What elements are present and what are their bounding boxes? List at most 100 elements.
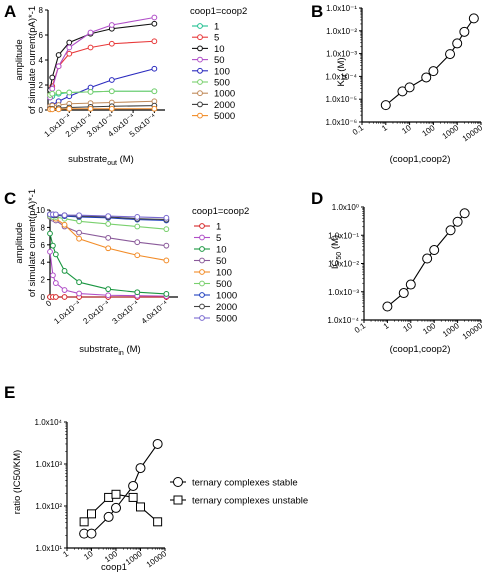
x-tick-label: 1.0x10⁻⁴ (52, 298, 82, 326)
panel-e: E ratio (IC50/KM) coop1 1.0x10¹ 1.0x10² 1.… (4, 383, 308, 573)
data-point (151, 88, 158, 95)
data-point (134, 223, 141, 230)
data-point (55, 63, 62, 70)
panel-c-ylabel-line2: of simulate current(pA)*-1 (27, 189, 38, 297)
panel-a-letter: A (4, 2, 16, 21)
series-5000 (47, 105, 158, 113)
x-tick-label: 10 (82, 549, 95, 562)
x-tick-label: 0 (44, 298, 54, 308)
data-point (404, 82, 415, 93)
panel-b-plot: 1.0x10⁻⁶ 1.0x10⁻⁵ 1.0x10⁻⁴ 1.0x10⁻³ 1.0x10⁻²… (325, 4, 484, 143)
legend-marker (173, 495, 183, 505)
x-tick-label: 100 (421, 321, 438, 336)
panel-e-letter: E (4, 383, 15, 402)
data-point (66, 50, 73, 57)
x-tick-label: 10000 (461, 123, 484, 143)
data-point (52, 294, 59, 300)
data-point (105, 213, 112, 219)
data-point (105, 245, 112, 252)
legend-label: 2000 (216, 302, 237, 313)
legend-marker (197, 56, 203, 63)
data-point (76, 279, 82, 286)
data-point (151, 38, 158, 45)
legend-marker (199, 257, 205, 264)
legend-marker (197, 67, 203, 74)
legend-marker (199, 223, 205, 229)
data-point (105, 292, 112, 299)
x-tick-label: 4.0x10⁻⁴ (140, 298, 170, 326)
data-point (105, 286, 112, 293)
panel-a-ylabel-line1: amplitude (14, 39, 25, 80)
legend-marker (197, 34, 203, 41)
y-tick-label: 1.0x10⁴ (35, 418, 63, 427)
panel-d-xlabel: (coop1,coop2) (390, 344, 451, 355)
series-line (49, 233, 167, 295)
legend-label: 1 (216, 222, 221, 233)
legend-label: 1 (214, 22, 219, 33)
series-ternary-complexes-unstable (79, 489, 163, 527)
data-point (134, 289, 141, 296)
data-point (52, 211, 59, 218)
panel-b: B KM (M) (coop1,coop2) 1.0x10⁻⁶1.0x10⁻⁵1… (311, 2, 484, 165)
data-point (134, 214, 141, 220)
x-tick-label: 2.0x10⁻⁴ (81, 298, 111, 326)
data-point (61, 221, 68, 228)
data-point (134, 239, 141, 246)
y-tick-label: 1.0x10¹ (35, 544, 62, 553)
data-point (52, 280, 59, 286)
data-point (163, 291, 170, 297)
y-tick-label: 2 (41, 276, 46, 285)
legend-label: 5000 (216, 314, 237, 325)
data-point (398, 288, 409, 299)
data-point (66, 105, 73, 112)
panel-e-xlabel: coop1 (101, 562, 127, 573)
x-tick-label: 10 (401, 321, 414, 334)
data-point (61, 287, 68, 293)
data-point (459, 208, 470, 219)
series-500 (47, 88, 158, 98)
legend-marker (197, 79, 203, 85)
data-point (76, 290, 82, 297)
y-tick-label: 1.0x10⁻² (328, 260, 359, 269)
panel-d-letter: D (311, 189, 323, 208)
series-1000 (47, 98, 158, 110)
data-point (108, 105, 115, 112)
legend-label: 5 (214, 33, 219, 44)
y-tick-label: 8 (39, 6, 44, 15)
panel-b-ylabel-unit: (M) (336, 57, 347, 74)
data-point (429, 245, 440, 256)
data-point (66, 44, 73, 51)
y-tick-label: 1.0x10⁻² (326, 27, 357, 36)
y-tick-label: 1.0x10⁻¹ (326, 4, 357, 13)
legend-marker (197, 112, 203, 119)
series-10 (47, 230, 170, 297)
data-point (153, 517, 163, 527)
x-tick-label: 10 (400, 123, 413, 136)
legend-label: 10 (216, 245, 227, 256)
data-point (108, 77, 115, 83)
panel-d-ylabel-unit: (M) (330, 235, 341, 252)
legend-marker (197, 90, 203, 97)
panel-c-xlabel-main: substrate (79, 344, 118, 355)
data-point (135, 463, 146, 474)
series-line (50, 108, 155, 110)
data-point (163, 214, 170, 221)
data-point (66, 39, 73, 46)
data-point (87, 44, 94, 51)
y-tick-label: 1.0x10⁻⁵ (325, 95, 357, 104)
legend-marker (199, 234, 205, 241)
y-tick-label: 0 (41, 293, 46, 302)
data-point (111, 489, 121, 499)
panel-a-xlabel-sub: out (107, 160, 117, 167)
panel-a: A amplitude of simulate current(pA)*-1 s… (4, 2, 247, 167)
data-point (163, 257, 170, 264)
panel-c-xlabel-sub: in (118, 350, 124, 357)
panel-c-ylabel-line1: amplitude (14, 222, 25, 263)
legend-marker (197, 101, 203, 108)
data-point (103, 511, 114, 522)
data-point (452, 216, 463, 227)
data-point (52, 251, 59, 258)
data-point (445, 49, 456, 60)
data-point (86, 528, 97, 539)
